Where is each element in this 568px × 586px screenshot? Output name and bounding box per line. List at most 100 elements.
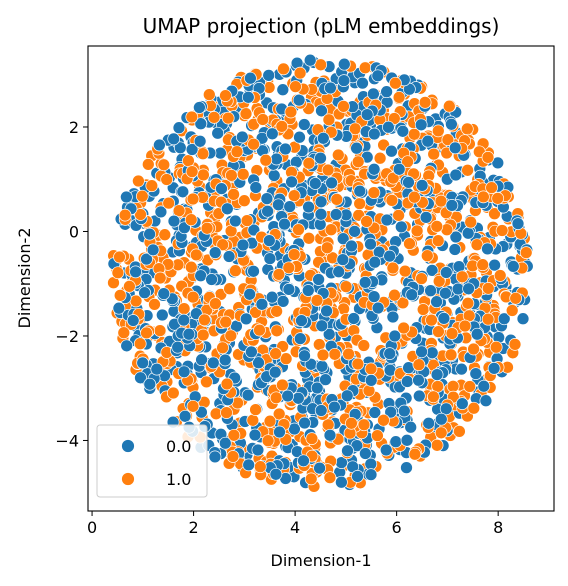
x-tick-label: 6 [392,518,402,537]
scatter-point-series-0 [112,301,126,315]
scatter-point-series-1 [198,313,211,327]
scatter-point-series-0 [167,214,181,228]
scatter-point-series-0 [261,204,274,218]
scatter-point-series-0 [412,373,425,387]
scatter-point-series-0 [323,428,337,442]
scatter-point-series-0 [421,134,435,148]
scatter-point-series-0 [178,221,191,235]
scatter-point-series-1 [403,237,416,250]
scatter-point-series-1 [467,342,480,356]
scatter-point-series-0 [215,182,228,195]
scatter-point-series-1 [358,61,372,75]
scatter-point-series-1 [461,163,474,177]
scatter-point-series-0 [301,284,315,297]
scatter-point-series-1 [316,348,330,362]
scatter-point-series-0 [146,243,160,257]
scatter-point-series-1 [223,282,236,296]
scatter-point-series-0 [380,85,393,99]
scatter-point-series-0 [236,238,250,252]
scatter-point-series-0 [332,265,346,279]
scatter-point-series-1 [321,163,335,177]
scatter-point-series-1 [310,294,324,307]
scatter-point-series-0 [367,290,381,303]
scatter-point-series-1 [186,290,200,304]
scatter-point-series-1 [441,133,455,147]
scatter-point-series-1 [386,261,400,275]
scatter-point-series-1 [230,145,244,159]
scatter-point-series-1 [226,450,240,463]
scatter-point-series-0 [445,117,458,131]
scatter-point-series-1 [253,460,267,474]
scatter-point-series-1 [269,391,283,405]
scatter-point-series-1 [157,158,171,172]
scatter-point-series-0 [347,312,361,325]
scatter-point-series-0 [136,356,150,370]
scatter-point-series-1 [202,88,216,101]
scatter-point-series-0 [316,131,330,145]
scatter-point-series-0 [292,93,306,107]
scatter-point-series-0 [239,312,253,326]
scatter-point-series-1 [328,347,342,361]
scatter-point-series-0 [182,327,196,341]
scatter-point-series-0 [315,319,329,333]
scatter-point-series-1 [256,113,270,126]
scatter-point-series-1 [476,258,490,272]
scatter-point-series-0 [193,101,206,114]
scatter-point-series-0 [247,264,260,278]
scatter-point-series-0 [312,273,325,286]
scatter-point-series-1 [505,304,519,317]
scatter-point-series-1 [342,347,355,361]
scatter-point-series-1 [287,248,301,261]
scatter-point-series-1 [132,174,145,188]
scatter-point-series-1 [464,215,478,229]
x-tick-label: 0 [87,518,97,537]
scatter-point-series-1 [216,341,229,355]
scatter-point-series-1 [377,413,390,427]
scatter-point-series-1 [488,207,501,221]
scatter-point-series-1 [160,173,174,186]
scatter-point-series-1 [485,181,498,194]
scatter-point-series-0 [415,179,429,192]
scatter-point-series-0 [303,53,317,67]
scatter-point-series-1 [367,186,381,199]
scatter-point-series-1 [270,324,284,338]
y-tick-label: −2 [55,327,79,346]
scatter-point-series-1 [481,282,495,295]
scatter-point-series-1 [145,179,159,193]
scatter-point-series-0 [176,185,190,199]
scatter-point-series-0 [285,175,298,189]
scatter-point-series-1 [113,250,126,264]
scatter-point-series-1 [225,169,238,182]
scatter-point-series-0 [281,389,295,403]
scatter-point-series-1 [434,194,448,208]
scatter-point-series-1 [304,472,318,486]
scatter-point-series-1 [302,231,316,245]
x-axis-ticks: 0 2 4 6 8 [87,511,503,537]
scatter-point-series-1 [392,209,405,222]
scatter-point-series-1 [442,99,456,113]
scatter-point-series-0 [328,400,341,414]
scatter-point-series-1 [463,380,477,393]
scatter-point-series-0 [367,127,381,141]
scatter-point-series-1 [287,189,301,202]
scatter-point-series-0 [425,264,439,277]
scatter-point-series-0 [329,208,343,221]
scatter-point-series-1 [420,249,434,263]
scatter-point-series-0 [150,362,164,376]
scatter-point-series-0 [367,162,381,176]
scatter-point-series-1 [246,413,260,427]
scatter-point-series-0 [448,243,462,256]
scatter-point-series-0 [449,230,463,244]
scatter-point-series-1 [236,167,250,181]
scatter-point-series-1 [135,189,149,203]
scatter-point-series-0 [235,130,249,144]
scatter-point-series-0 [208,246,222,259]
scatter-point-series-0 [340,389,354,403]
scatter-point-series-0 [242,458,256,472]
scatter-point-series-1 [357,418,371,432]
scatter-point-series-0 [506,260,520,273]
scatter-point-series-1 [458,319,472,333]
scatter-point-series-0 [337,57,351,71]
scatter-point-series-0 [367,87,380,101]
scatter-point-series-0 [350,141,363,155]
